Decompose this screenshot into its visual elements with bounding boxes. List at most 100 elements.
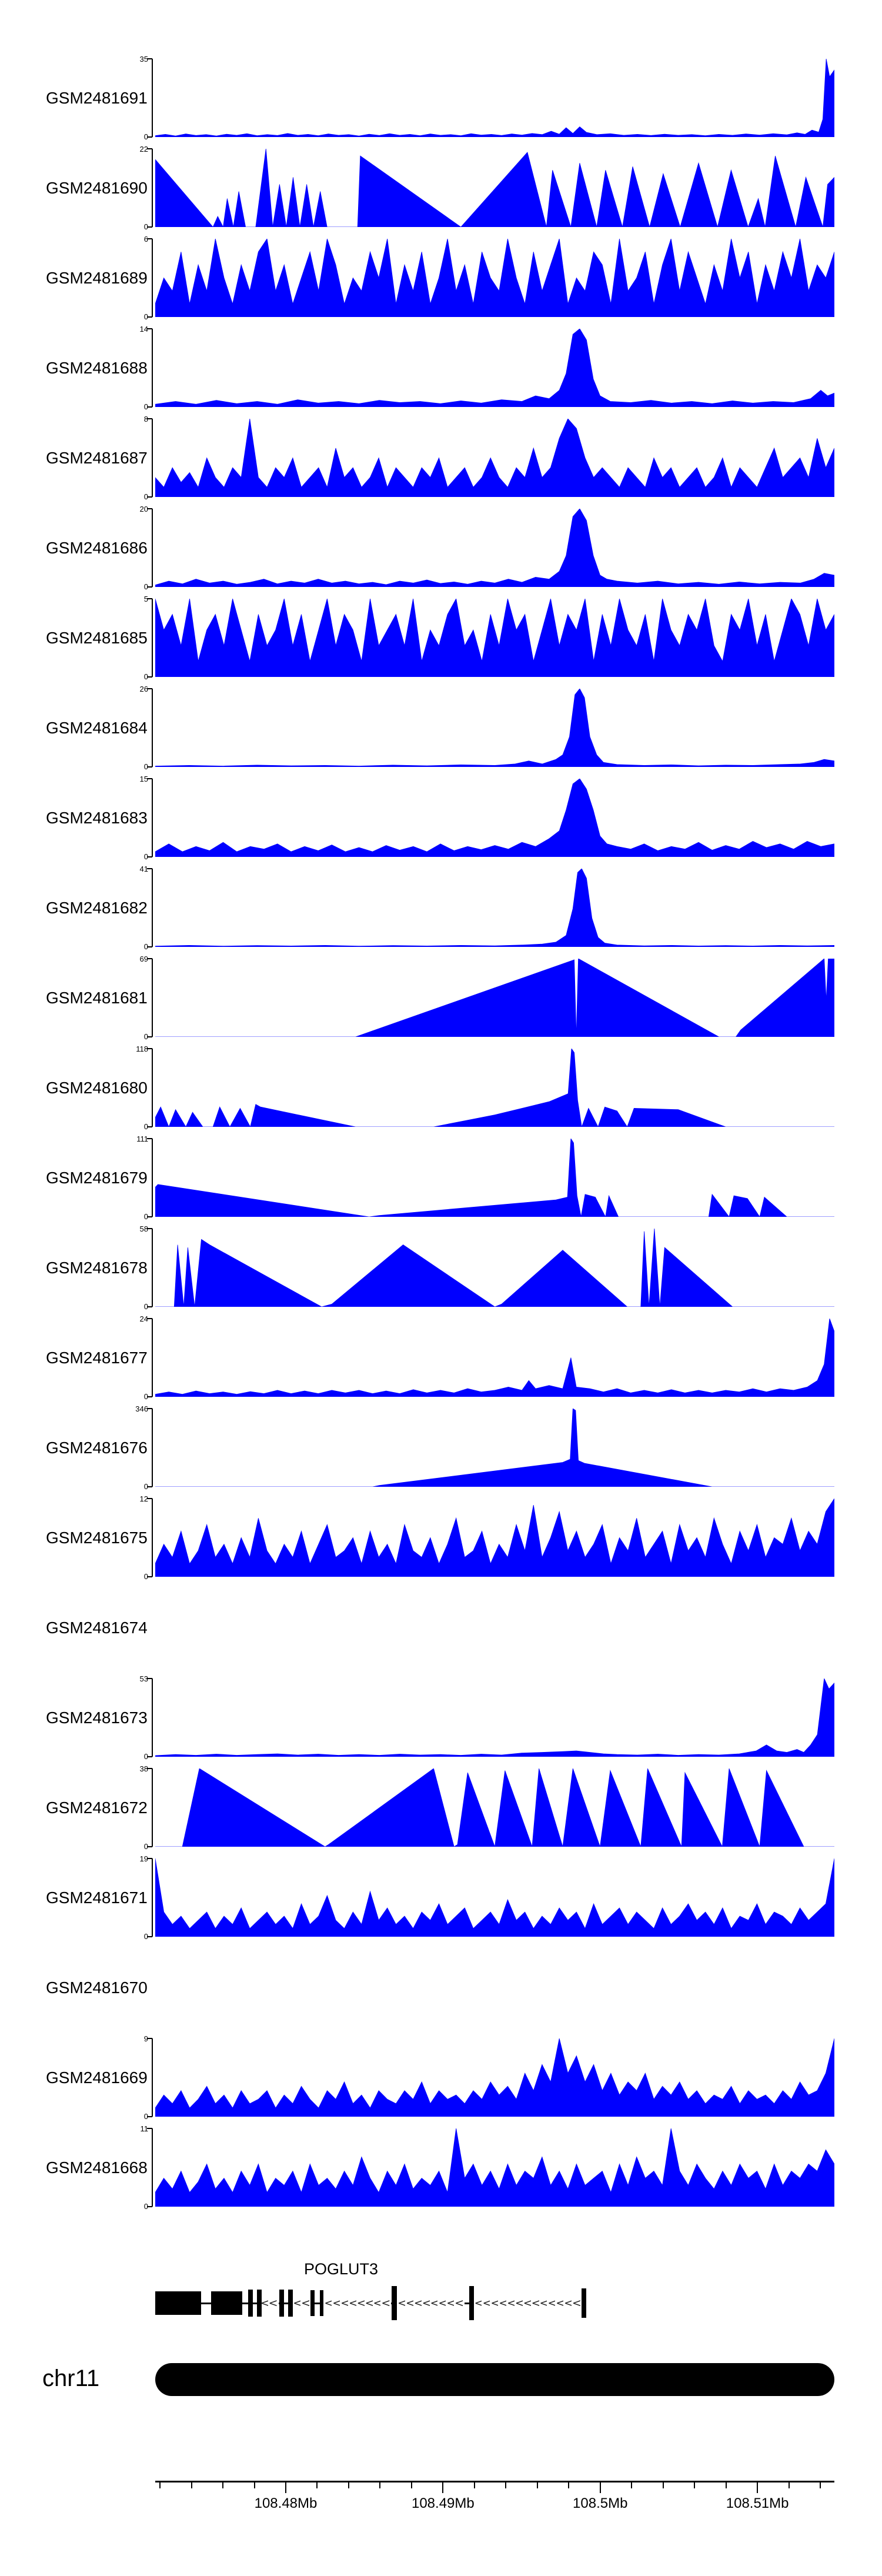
signal-plot-area (155, 689, 834, 767)
coverage-track-row: GSM2481669 9 0 (0, 2034, 882, 2121)
y-axis-line (152, 599, 153, 677)
y-axis-min-label: 0 (143, 1212, 148, 1221)
axis-position-label: 108.51Mb (726, 2495, 789, 2511)
y-axis-min-label: 0 (143, 1482, 148, 1491)
y-axis-tick-top (147, 148, 152, 149)
y-axis-min-label: 0 (143, 582, 148, 591)
signal-plot-area (155, 1319, 834, 1397)
coverage-signal-svg (155, 1499, 834, 1577)
y-axis-min-label: 0 (143, 762, 148, 771)
y-axis-tick-bottom (147, 1126, 152, 1127)
signal-plot-area (155, 1049, 834, 1127)
gene-exon (279, 2290, 285, 2317)
coverage-track-row: GSM2481691 35 0 (0, 55, 882, 141)
y-axis-max-label: 111 (136, 1134, 148, 1143)
strand-left-arrow-icon: < (522, 2296, 533, 2310)
coverage-polygon (155, 2128, 834, 2207)
track-label: GSM2481689 (46, 268, 148, 287)
y-axis-tick-top (147, 1408, 152, 1409)
y-axis-min-label: 0 (143, 1842, 148, 1851)
axis-position-label: 108.5Mb (573, 2495, 628, 2511)
coverage-track-row: GSM2481673 53 0 (0, 1674, 882, 1761)
signal-plot-area (155, 59, 834, 137)
y-axis-line (152, 1139, 153, 1217)
coverage-signal-svg (155, 419, 834, 497)
strand-left-arrow-icon: < (332, 2296, 343, 2310)
coverage-polygon (155, 1229, 834, 1307)
gene-exon (582, 2288, 587, 2318)
strand-left-arrow-icon: < (259, 2296, 270, 2310)
y-axis-tick-top (147, 1318, 152, 1319)
y-axis-tick-bottom (147, 2116, 152, 2117)
track-label: GSM2481687 (46, 448, 148, 467)
strand-left-arrow-icon: < (454, 2296, 465, 2310)
coverage-polygon (155, 1499, 834, 1577)
strand-left-arrow-icon: < (348, 2296, 359, 2310)
gene-name-label: POGLUT3 (303, 2260, 379, 2278)
y-axis-max-label: 38 (139, 1764, 148, 1773)
coverage-polygon (155, 869, 834, 947)
y-axis-min-label: 0 (143, 942, 148, 951)
y-axis-tick-top (147, 1768, 152, 1769)
y-axis-line (152, 1409, 153, 1487)
coverage-signal-svg (155, 509, 834, 587)
coverage-track-row: GSM2481671 19 0 (0, 1854, 882, 1941)
y-axis-min-label: 0 (143, 672, 148, 681)
track-label: GSM2481671 (46, 1888, 148, 1907)
axis-minor-tick (631, 2482, 633, 2488)
y-axis-tick-bottom (147, 316, 152, 318)
y-axis-line (152, 1858, 153, 1937)
axis-major-tick (442, 2482, 444, 2493)
y-axis-max-label: 15 (139, 775, 148, 783)
strand-left-arrow-icon: < (397, 2296, 408, 2310)
gene-exon (288, 2290, 293, 2317)
y-axis-min-label: 0 (143, 132, 148, 141)
coverage-polygon (155, 599, 834, 677)
y-axis-tick-bottom (147, 1486, 152, 1487)
strand-left-arrow-icon: < (405, 2296, 416, 2310)
axis-minor-tick (379, 2482, 381, 2488)
strand-left-arrow-icon: < (421, 2296, 432, 2310)
coverage-signal-svg (155, 1229, 834, 1307)
axis-minor-tick (191, 2482, 192, 2488)
axis-major-tick (757, 2482, 759, 2493)
y-axis-line (152, 419, 153, 497)
y-axis-min-label: 0 (143, 1032, 148, 1041)
y-axis-max-label: 41 (139, 865, 148, 873)
y-axis-max-label: 53 (139, 1674, 148, 1683)
coverage-track-row: GSM2481679 111 0 (0, 1134, 882, 1221)
strand-left-arrow-icon: < (340, 2296, 350, 2310)
y-axis-line (152, 869, 153, 947)
axis-minor-tick (505, 2482, 507, 2488)
coverage-signal-svg (155, 779, 834, 857)
axis-minor-tick (253, 2482, 255, 2488)
coverage-signal-svg (155, 59, 834, 137)
coverage-polygon (155, 59, 834, 137)
axis-position-label: 108.49Mb (411, 2495, 475, 2511)
signal-plot-area (155, 959, 834, 1037)
y-axis-tick-top (147, 1228, 152, 1229)
axis-minor-tick (159, 2482, 161, 2488)
strand-left-arrow-icon: < (555, 2296, 566, 2310)
signal-plot-area (155, 1858, 834, 1937)
y-axis-min-label: 0 (143, 222, 148, 231)
y-axis-tick-bottom (147, 226, 152, 228)
coverage-track-row: GSM2481672 38 0 (0, 1764, 882, 1851)
gene-exon (155, 2291, 201, 2315)
axis-minor-tick (222, 2482, 224, 2488)
y-axis-tick-bottom (147, 1846, 152, 1847)
y-axis-max-label: 58 (139, 1224, 148, 1233)
strand-left-arrow-icon: < (571, 2296, 582, 2310)
signal-plot-area (155, 509, 834, 587)
coverage-polygon (155, 689, 834, 767)
gene-exon (391, 2286, 397, 2320)
y-axis-line (152, 2128, 153, 2207)
axis-position-label: 108.48Mb (254, 2495, 318, 2511)
coverage-signal-svg (155, 1858, 834, 1937)
coverage-track-row: GSM2481682 41 0 (0, 865, 882, 951)
y-axis-line (152, 509, 153, 587)
track-label: GSM2481686 (46, 538, 148, 557)
signal-plot-area (155, 1139, 834, 1217)
axis-minor-tick (568, 2482, 570, 2488)
coverage-signal-svg (155, 599, 834, 677)
